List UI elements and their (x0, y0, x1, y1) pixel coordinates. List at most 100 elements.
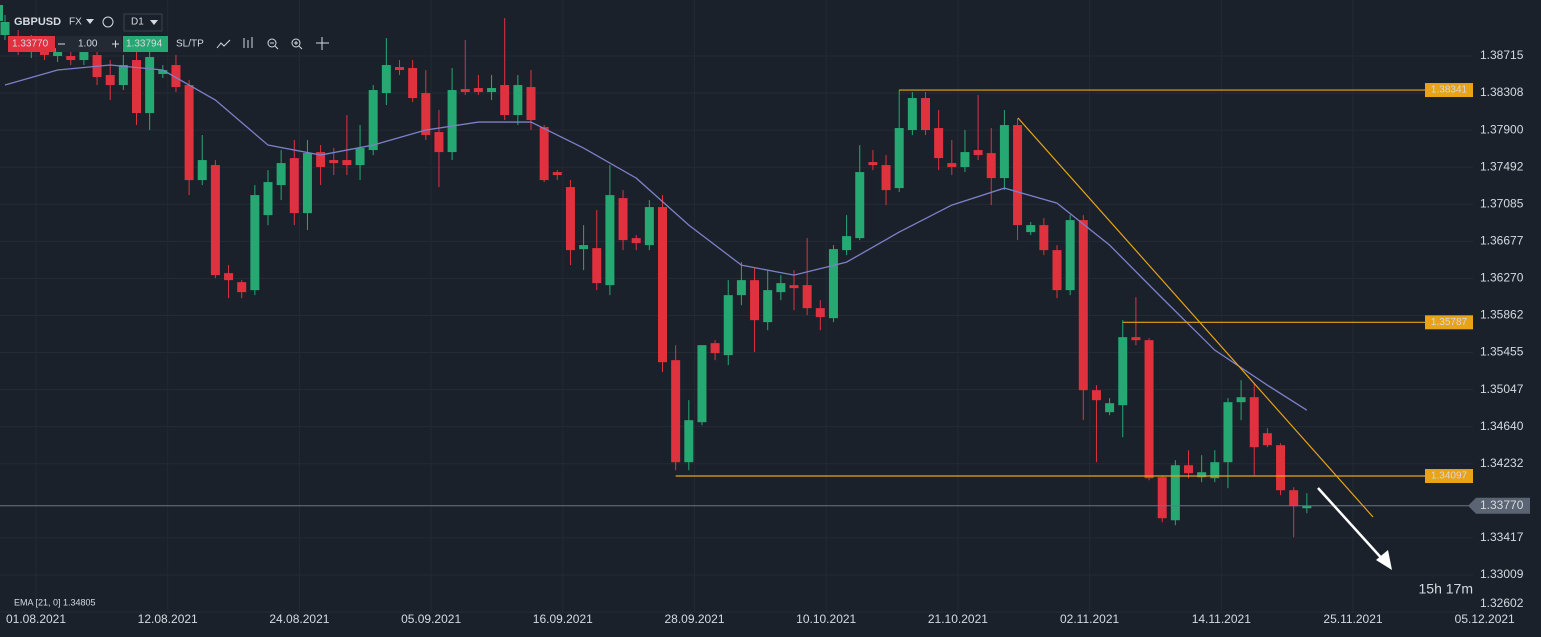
x-tick-label: 24.08.2021 (269, 612, 329, 626)
candle-body (763, 290, 773, 323)
bid[interactable]: 1.33770 (12, 39, 49, 50)
ema-legend: EMA [21, 0] 1.34805 (14, 597, 96, 607)
candle-body (1026, 225, 1036, 233)
y-tick-label: 1.36270 (1480, 271, 1524, 285)
candle-body (960, 152, 970, 168)
candle-body (263, 182, 273, 216)
candle-body (53, 48, 63, 57)
level-label: 1.38341 (1431, 85, 1468, 96)
candle-body (1013, 125, 1023, 226)
candle-body (855, 172, 865, 239)
current-price-box (1468, 497, 1530, 514)
trend-line (1017, 117, 1374, 518)
symbol[interactable]: GBPUSD (14, 16, 61, 28)
candle-body (118, 65, 128, 86)
candle-body (434, 132, 444, 153)
level-label-box (1425, 83, 1473, 98)
candle-body (842, 236, 852, 251)
candle-body (907, 98, 917, 131)
level-label-box (1425, 315, 1473, 330)
ask-box[interactable] (123, 36, 168, 52)
candle-body (1249, 397, 1259, 448)
y-tick-label: 1.33009 (1480, 567, 1524, 581)
candle-body (1144, 340, 1154, 479)
candle-body (881, 165, 891, 191)
candle-body (815, 308, 825, 318)
lot[interactable]: 1.00 (78, 39, 98, 50)
candle-body (395, 67, 404, 71)
level-label-box (1425, 469, 1473, 484)
toolbar-marker (0, 5, 3, 21)
price-axis-bg (1473, 0, 1541, 637)
lot-box[interactable] (56, 36, 122, 52)
candle-body (381, 65, 391, 94)
candle-body (513, 85, 523, 116)
candle-body (1236, 397, 1246, 403)
dropdown-icon[interactable] (150, 20, 158, 25)
candle-body (224, 273, 234, 281)
candle-body (1184, 465, 1193, 474)
candle-body (408, 68, 418, 99)
candle-body (1039, 225, 1049, 251)
candle-body (605, 195, 615, 286)
y-tick-label: 1.32602 (1480, 596, 1524, 610)
candle-body (526, 87, 536, 121)
timeframe-box[interactable] (123, 13, 163, 32)
candle-body (1091, 390, 1101, 401)
candle-body (697, 345, 707, 423)
candle-body (710, 343, 720, 354)
candle-body (868, 162, 878, 166)
candle-body (79, 52, 89, 61)
x-tick-label: 05.12.2021 (1455, 612, 1515, 626)
y-tick-label: 1.36677 (1480, 234, 1524, 248)
sltp[interactable]: SL/TP (176, 39, 204, 50)
candle-body (565, 187, 575, 251)
plus-icon[interactable] (112, 40, 119, 48)
candle-body (999, 125, 1009, 179)
candle-body (1289, 490, 1299, 507)
candle-body (618, 198, 628, 241)
candle-body (66, 56, 76, 61)
axis: 1.38715 1.38308 1.37900 1.37492 1.37085 1.366… (6, 0, 1541, 637)
candle-body (1302, 505, 1312, 509)
candle-body (421, 93, 431, 136)
x-tick-label: 12.08.2021 (138, 612, 198, 626)
y-tick-label: 1.34232 (1480, 456, 1524, 470)
candle-body (1065, 220, 1075, 291)
x-tick-label: 25.11.2021 (1323, 612, 1382, 626)
ema-line (4, 64, 1308, 411)
candle-body (736, 280, 746, 296)
candle-body (658, 207, 667, 363)
candle-body (316, 152, 326, 168)
candle-body (500, 85, 510, 116)
candle-body (0, 22, 10, 36)
x-tick-label: 28.09.2021 (664, 612, 724, 626)
timer: 15h 17m (1419, 581, 1473, 597)
candle-body (947, 163, 957, 168)
candle-body (934, 128, 944, 159)
timeframe[interactable]: D1 (131, 17, 144, 28)
candle-body (171, 65, 181, 88)
ask[interactable]: 1.33794 (126, 39, 163, 50)
x-tick-label: 10.10.2021 (796, 612, 856, 626)
candle-body (368, 90, 378, 151)
candle-body (132, 60, 141, 114)
dropdown-icon[interactable] (86, 19, 94, 24)
candle-body (473, 88, 483, 93)
candle-body (276, 163, 286, 186)
x-tick-label: 14.11.2021 (1192, 612, 1251, 626)
candle-body (355, 148, 365, 166)
y-tick-label: 1.35862 (1480, 308, 1524, 322)
current-price-label: 1.33770 (1480, 498, 1524, 512)
candle-body (105, 75, 115, 86)
info-icon[interactable] (102, 16, 114, 28)
candle-body (802, 285, 812, 309)
y-tick-label: 1.34640 (1480, 419, 1524, 433)
y-tick-label: 1.37900 (1480, 122, 1524, 136)
toolbar-icons[interactable] (216, 37, 329, 50)
candle-body (789, 285, 799, 289)
candle-body (447, 90, 457, 153)
y-tick-label: 1.38715 (1480, 48, 1524, 62)
bid-box[interactable] (8, 36, 55, 52)
